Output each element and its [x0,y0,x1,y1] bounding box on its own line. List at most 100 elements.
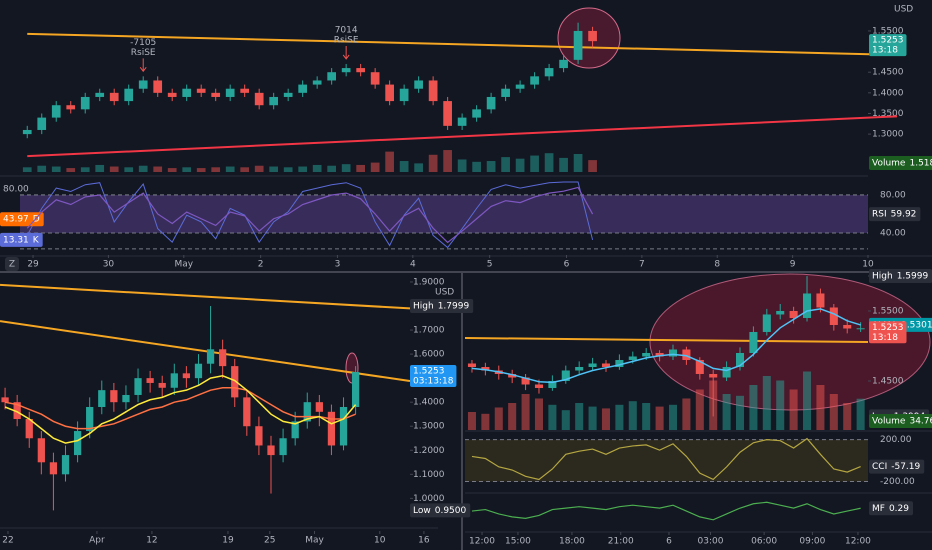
volume-bar [722,394,731,430]
volume-tag-text: 1.518M [909,159,932,169]
annotation-text: -7105 [130,38,156,48]
indicator-tag [869,207,921,222]
indicator-tag-text: MF [872,504,885,514]
volume-bar [508,403,517,430]
volume-bar [196,168,206,172]
axis-unit: USD [435,287,454,297]
candle-body [279,438,287,456]
volume-bar [341,164,351,172]
volume-bar [138,165,148,172]
volume-bar [269,166,279,172]
volume-bar [615,404,624,430]
candle-body [153,80,163,93]
volume-bar [298,166,308,172]
annotation-text: RsiSE [131,48,156,58]
candle-body [695,359,704,374]
volume-bar [776,380,785,430]
volume-bar [312,164,322,172]
candle-body [356,68,365,73]
annotation-text: RsiSE [334,35,359,45]
volume-bar [534,398,543,430]
volume-tag [869,156,932,170]
candle-body [298,84,308,93]
volume-bar [153,166,163,172]
candle-body [668,349,678,357]
candle-body [146,378,154,383]
volume-bar [95,164,105,172]
candle-body [559,59,568,69]
candle-body [472,109,481,118]
candle-body [37,117,47,130]
price-tag-time: 13:18 [872,333,898,343]
candle-body [341,68,351,73]
candle-body [843,324,852,329]
price-tag-value: 1.5253 [872,36,904,46]
candle-body [501,88,510,97]
volume-bar [399,161,409,172]
price-tag-value: 1.5253 [413,367,445,377]
candle-body [530,76,539,85]
candle-body [575,366,584,371]
indicator-tick-label: 80.00 [880,191,906,201]
candle-body [803,293,812,318]
volume-bar [561,410,570,430]
x-tick-label: 18:00 [559,537,585,547]
x-tick-label: May [174,260,193,270]
candle-body [486,96,496,110]
candle-body [37,438,45,463]
candle-body [315,402,323,412]
candle-body [254,92,264,106]
candle-body [231,366,239,398]
candle-body [51,105,61,118]
indicator-line [26,186,594,244]
indicator-tag-text: RSI [872,210,887,220]
indicator-tick-label: 200.00 [880,435,912,445]
moving-average [4,374,357,444]
trend-line [464,337,869,343]
price-tag-time: 13:18 [872,46,898,56]
volume-bar [682,398,691,430]
candle-body [521,377,530,385]
x-tick-label: 2 [258,260,264,270]
volume-tag-text: 34.766K [909,417,932,427]
y-tick-label: 1.4500 [872,68,904,78]
volume-bar [80,167,90,172]
candle-body [515,84,525,89]
volume-bar [789,389,798,430]
volume-bar [22,167,32,172]
x-tick-label: 16 [418,536,430,546]
indicator-tag [869,501,913,516]
volume-bar [628,401,637,430]
candle-body [642,352,651,357]
candle-body [628,356,637,360]
trend-line [27,115,898,158]
volume-bar [762,376,771,430]
candle-body [655,352,664,357]
candle-body [80,96,90,110]
corner-label: Z [9,260,15,270]
candle-body [789,310,798,318]
x-tick-label: 19 [222,536,234,546]
candle-body [98,390,106,407]
candle-body [283,92,293,97]
candle-body [816,293,825,308]
volume-bar [467,412,476,430]
candle-body [399,88,409,102]
volume-bar [749,385,758,430]
candle-body [481,366,490,371]
candle-body [601,363,611,367]
x-tick-label: 7 [639,260,645,270]
x-tick-label: 10 [862,260,874,270]
candle-body [25,419,33,439]
x-tick-label: 15:00 [505,537,531,547]
y-tick-label: 1.3000 [413,422,445,432]
x-tick-label: 03:00 [698,537,724,547]
volume-bar [457,159,467,172]
price-tag [869,34,907,57]
candle-body [749,331,758,353]
volume-bar [530,155,539,172]
high-tag-text: High [872,272,893,282]
candle-body [243,397,251,427]
